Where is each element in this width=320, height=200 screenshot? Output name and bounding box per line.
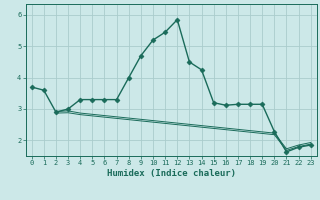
- X-axis label: Humidex (Indice chaleur): Humidex (Indice chaleur): [107, 169, 236, 178]
